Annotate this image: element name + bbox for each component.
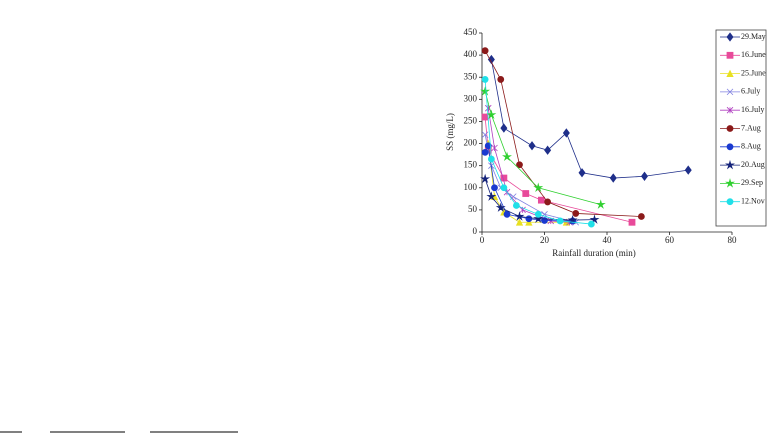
- legend-label: 29.May: [741, 32, 766, 41]
- marker: [541, 211, 548, 218]
- marker: [609, 173, 617, 183]
- series-line: [490, 59, 689, 179]
- x-tick-label: 0: [480, 235, 485, 245]
- marker: [481, 113, 489, 121]
- series-line: [484, 144, 573, 222]
- marker: [486, 109, 497, 120]
- marker: [484, 142, 492, 150]
- marker: [512, 202, 520, 209]
- series-line: [484, 50, 642, 217]
- y-tick-label: 450: [464, 27, 478, 37]
- legend-marker: [726, 32, 734, 42]
- marker: [487, 155, 495, 163]
- marker: [572, 210, 580, 217]
- marker: [556, 217, 564, 225]
- legend-label: 6.July: [741, 87, 760, 96]
- marker: [537, 196, 545, 204]
- y-tick-label: 100: [464, 182, 478, 192]
- legend-marker: [726, 106, 734, 114]
- marker: [516, 161, 523, 169]
- marker: [567, 214, 578, 225]
- y-tick-label: 50: [468, 204, 478, 214]
- y-tick-label: 250: [464, 116, 478, 126]
- marker: [495, 202, 506, 212]
- series-line: [487, 108, 570, 223]
- marker: [480, 173, 491, 184]
- marker: [562, 128, 570, 138]
- marker: [502, 151, 512, 162]
- marker: [587, 220, 595, 228]
- marker: [497, 76, 505, 83]
- marker: [503, 210, 511, 218]
- y-tick-label: 300: [464, 93, 478, 103]
- legend-marker: [726, 88, 734, 96]
- marker: [515, 218, 524, 226]
- marker: [533, 213, 544, 223]
- legend-marker: [726, 51, 734, 59]
- marker: [481, 131, 489, 138]
- marker: [481, 76, 489, 83]
- marker: [534, 210, 542, 218]
- marker: [544, 198, 552, 206]
- legend-marker: [726, 198, 734, 206]
- series-line: [487, 143, 567, 223]
- marker: [628, 218, 636, 226]
- legend-marker: [725, 159, 735, 170]
- marker: [684, 165, 692, 175]
- legend-label: 29.Sep: [741, 178, 763, 187]
- marker: [491, 144, 498, 152]
- x-tick-label: 60: [665, 235, 675, 245]
- legend-marker: [726, 69, 734, 77]
- marker: [480, 86, 491, 96]
- marker: [514, 211, 525, 221]
- y-tick-label: 150: [464, 160, 478, 170]
- legend-label: 7.Aug: [741, 123, 761, 132]
- marker: [544, 145, 552, 155]
- legend-marker: [725, 178, 735, 188]
- legend-label: 25.June: [741, 68, 766, 77]
- legend-marker: [726, 143, 734, 151]
- marker: [491, 184, 498, 192]
- legend-label: 20.Aug: [741, 160, 765, 169]
- marker: [589, 214, 600, 224]
- y-tick-label: 200: [464, 138, 478, 148]
- marker: [525, 218, 533, 226]
- x-tick-label: 20: [540, 235, 550, 245]
- y-tick-label: 0: [473, 226, 478, 236]
- x-tick-label: 40: [603, 235, 613, 245]
- y-tick-label: 350: [464, 71, 478, 81]
- legend-label: 12.Nov: [741, 197, 765, 206]
- legend-label: 8.Aug: [741, 142, 761, 151]
- marker: [500, 123, 508, 133]
- legend-label: 16.July: [741, 105, 764, 114]
- y-axis-label: SS (mg/L): [445, 113, 455, 151]
- marker: [595, 199, 606, 209]
- legend-marker: [726, 125, 734, 132]
- marker: [641, 171, 648, 181]
- marker: [500, 184, 508, 192]
- marker: [525, 215, 533, 223]
- marker: [578, 168, 586, 178]
- x-axis-label: Rainfall duration (min): [552, 248, 635, 258]
- marker: [481, 148, 489, 156]
- marker: [486, 191, 497, 201]
- marker: [637, 213, 645, 220]
- marker: [528, 141, 536, 151]
- marker: [533, 182, 544, 192]
- x-tick-label: 80: [728, 235, 738, 245]
- marker: [541, 217, 548, 224]
- legend-label: 16.June: [741, 50, 766, 59]
- y-tick-label: 400: [464, 49, 478, 59]
- marker: [522, 190, 530, 197]
- marker: [481, 47, 489, 55]
- legend-box: [715, 29, 767, 227]
